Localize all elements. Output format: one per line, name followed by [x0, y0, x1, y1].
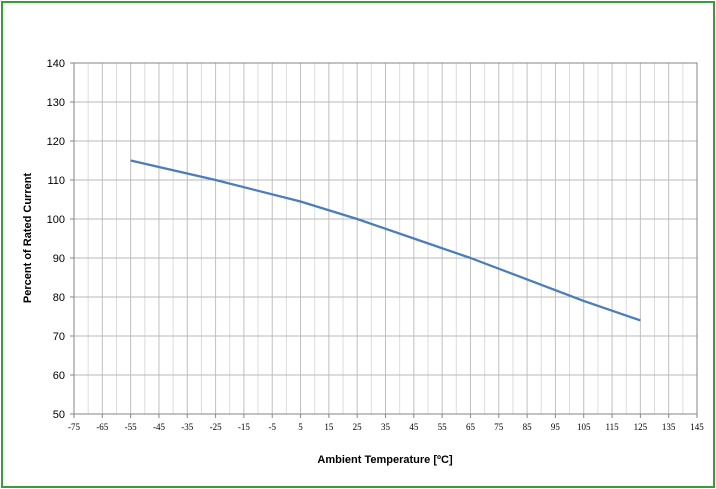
x-tick-label: 125: [634, 422, 648, 432]
x-tick-label: 135: [662, 422, 676, 432]
x-tick-label: -25: [210, 422, 222, 432]
series: [130, 159, 641, 322]
x-tick-label: 5: [298, 422, 303, 432]
y-tick-label: 80: [53, 292, 65, 304]
y-tick-label: 140: [47, 58, 65, 70]
x-tick-label: 105: [577, 422, 591, 432]
x-tick-label: 25: [353, 422, 363, 432]
x-tick-label: 45: [409, 422, 419, 432]
x-tick-label: -45: [153, 422, 165, 432]
x-tick-label: 145: [690, 422, 704, 432]
x-tick-label: 65: [466, 422, 476, 432]
x-tick-label: -55: [125, 422, 137, 432]
x-tick-label: 115: [605, 422, 619, 432]
y-tick-label: 50: [53, 409, 65, 421]
x-axis-label: Ambient Temperature [ºC]: [317, 454, 453, 466]
x-tick-label: -35: [181, 422, 193, 432]
x-tick-label: 55: [438, 422, 448, 432]
y-tick-label: 120: [47, 136, 65, 148]
x-tick-label: -65: [96, 422, 108, 432]
x-tick-label: -5: [268, 422, 276, 432]
x-tick-label: 85: [523, 422, 533, 432]
y-tick-label: 70: [53, 331, 65, 343]
y-tick-label: 100: [47, 214, 65, 226]
x-tick-label: 75: [494, 422, 504, 432]
x-tick-label: 95: [551, 422, 561, 432]
x-tick-label: 35: [381, 422, 391, 432]
tick-labels: -75 -65 -55 -45 -35 -25 -15 -5 5 15 25 35 45 55 65 75 85…: [47, 58, 705, 432]
x-tick-label: -75: [68, 422, 80, 432]
y-tick-label: 60: [53, 370, 65, 382]
y-tick-label: 90: [53, 253, 65, 265]
series-line: [130, 159, 641, 322]
grid-lines: [73, 62, 698, 415]
x-tick-label: -15: [238, 422, 250, 432]
y-tick-label: 130: [47, 97, 65, 109]
x-tick-label: 15: [324, 422, 334, 432]
y-tick-label: 110: [47, 175, 65, 187]
y-axis-label: Percent of Rated Current: [22, 173, 34, 304]
